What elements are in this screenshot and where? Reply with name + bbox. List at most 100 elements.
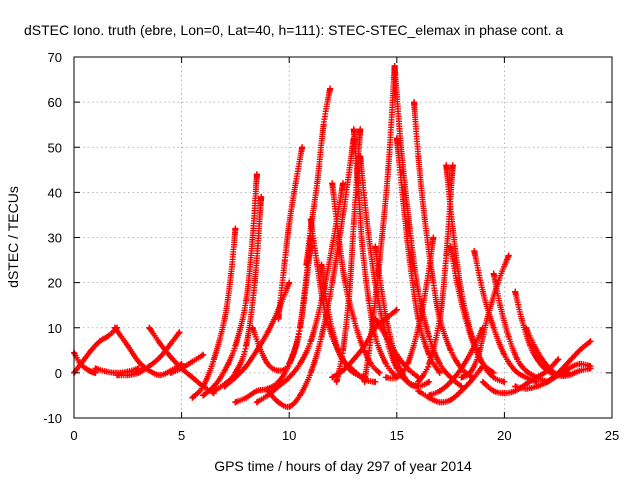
data-point (249, 234, 256, 241)
x-tick-label: 20 (497, 428, 511, 443)
data-point (393, 374, 400, 381)
data-point (479, 363, 486, 370)
series-markers (253, 180, 346, 406)
data-point (146, 363, 153, 370)
data-point (501, 390, 508, 397)
data-point (286, 403, 293, 410)
data-point (426, 392, 433, 399)
data-series (333, 126, 364, 385)
data-point (406, 225, 413, 232)
y-tick-label: 0 (55, 366, 62, 381)
data-point (458, 365, 465, 372)
data-point (423, 279, 430, 286)
data-point (383, 374, 390, 381)
data-point (221, 367, 228, 374)
data-series-layer (71, 63, 594, 410)
data-point (367, 360, 374, 367)
data-point (449, 225, 456, 232)
data-point (522, 367, 529, 374)
data-point (340, 180, 346, 187)
data-point (544, 363, 551, 370)
data-point (426, 378, 433, 385)
data-point (533, 347, 540, 354)
data-point (535, 358, 542, 365)
data-point (447, 378, 454, 385)
data-point (449, 162, 456, 169)
data-point (462, 315, 469, 322)
data-point (275, 383, 282, 390)
data-series (393, 135, 443, 376)
data-point (350, 356, 357, 363)
data-point (258, 193, 265, 200)
data-point (436, 387, 443, 394)
data-point (253, 399, 260, 406)
data-point (178, 365, 185, 372)
data-point (232, 399, 239, 406)
data-point (135, 358, 142, 365)
series-markers (189, 225, 239, 401)
data-point (157, 372, 164, 379)
data-point (479, 324, 486, 331)
data-point (307, 369, 314, 376)
data-point (303, 261, 310, 268)
data-point (253, 171, 260, 178)
data-point (243, 394, 250, 401)
y-tick-label: 70 (48, 50, 62, 65)
data-point (430, 279, 437, 286)
data-point (124, 342, 131, 349)
data-point (124, 368, 131, 375)
data-point (350, 126, 357, 133)
data-point (522, 374, 529, 381)
data-point (221, 315, 228, 322)
data-point (383, 315, 390, 322)
data-series (544, 338, 594, 385)
data-point (372, 243, 379, 250)
data-point (505, 333, 512, 340)
data-point (189, 374, 196, 381)
y-tick-label: 30 (48, 231, 62, 246)
data-series (411, 99, 476, 381)
data-point (329, 243, 336, 250)
data-point (329, 180, 336, 187)
x-tick-label: 10 (282, 428, 296, 443)
data-point (210, 356, 217, 363)
data-point (299, 144, 306, 151)
data-point (383, 360, 390, 367)
data-point (221, 383, 228, 390)
data-point (275, 367, 282, 374)
data-point (264, 360, 271, 367)
data-point (346, 288, 353, 295)
data-point (350, 220, 357, 227)
data-point (296, 392, 303, 399)
axes: 0 5 10 15 20 25 -10 0 10 20 30 40 50 60 70 (43, 50, 619, 443)
data-point (251, 279, 258, 286)
data-point (555, 356, 562, 363)
data-point (167, 340, 174, 347)
data-point (167, 369, 174, 376)
data-point (189, 394, 196, 401)
data-point (527, 342, 534, 349)
data-point (436, 369, 443, 376)
data-point (426, 360, 433, 367)
data-point (256, 342, 263, 349)
data-point (501, 351, 508, 358)
chart-title: dSTEC Iono. truth (ebre, Lon=0, Lat=40, … (24, 22, 563, 38)
data-series (372, 315, 422, 381)
data-point (565, 358, 572, 365)
data-point (475, 351, 482, 358)
y-tick-label: 20 (48, 276, 62, 291)
data-point (357, 126, 364, 133)
x-tick-label: 15 (390, 428, 404, 443)
data-point (376, 257, 383, 264)
y-tick-label: 50 (48, 140, 62, 155)
data-point (378, 288, 385, 295)
data-point (157, 340, 164, 347)
data-point (447, 396, 454, 403)
data-point (490, 324, 497, 331)
data-point (415, 387, 422, 394)
data-point (359, 243, 366, 250)
data-point (404, 378, 411, 385)
data-point (105, 332, 112, 339)
